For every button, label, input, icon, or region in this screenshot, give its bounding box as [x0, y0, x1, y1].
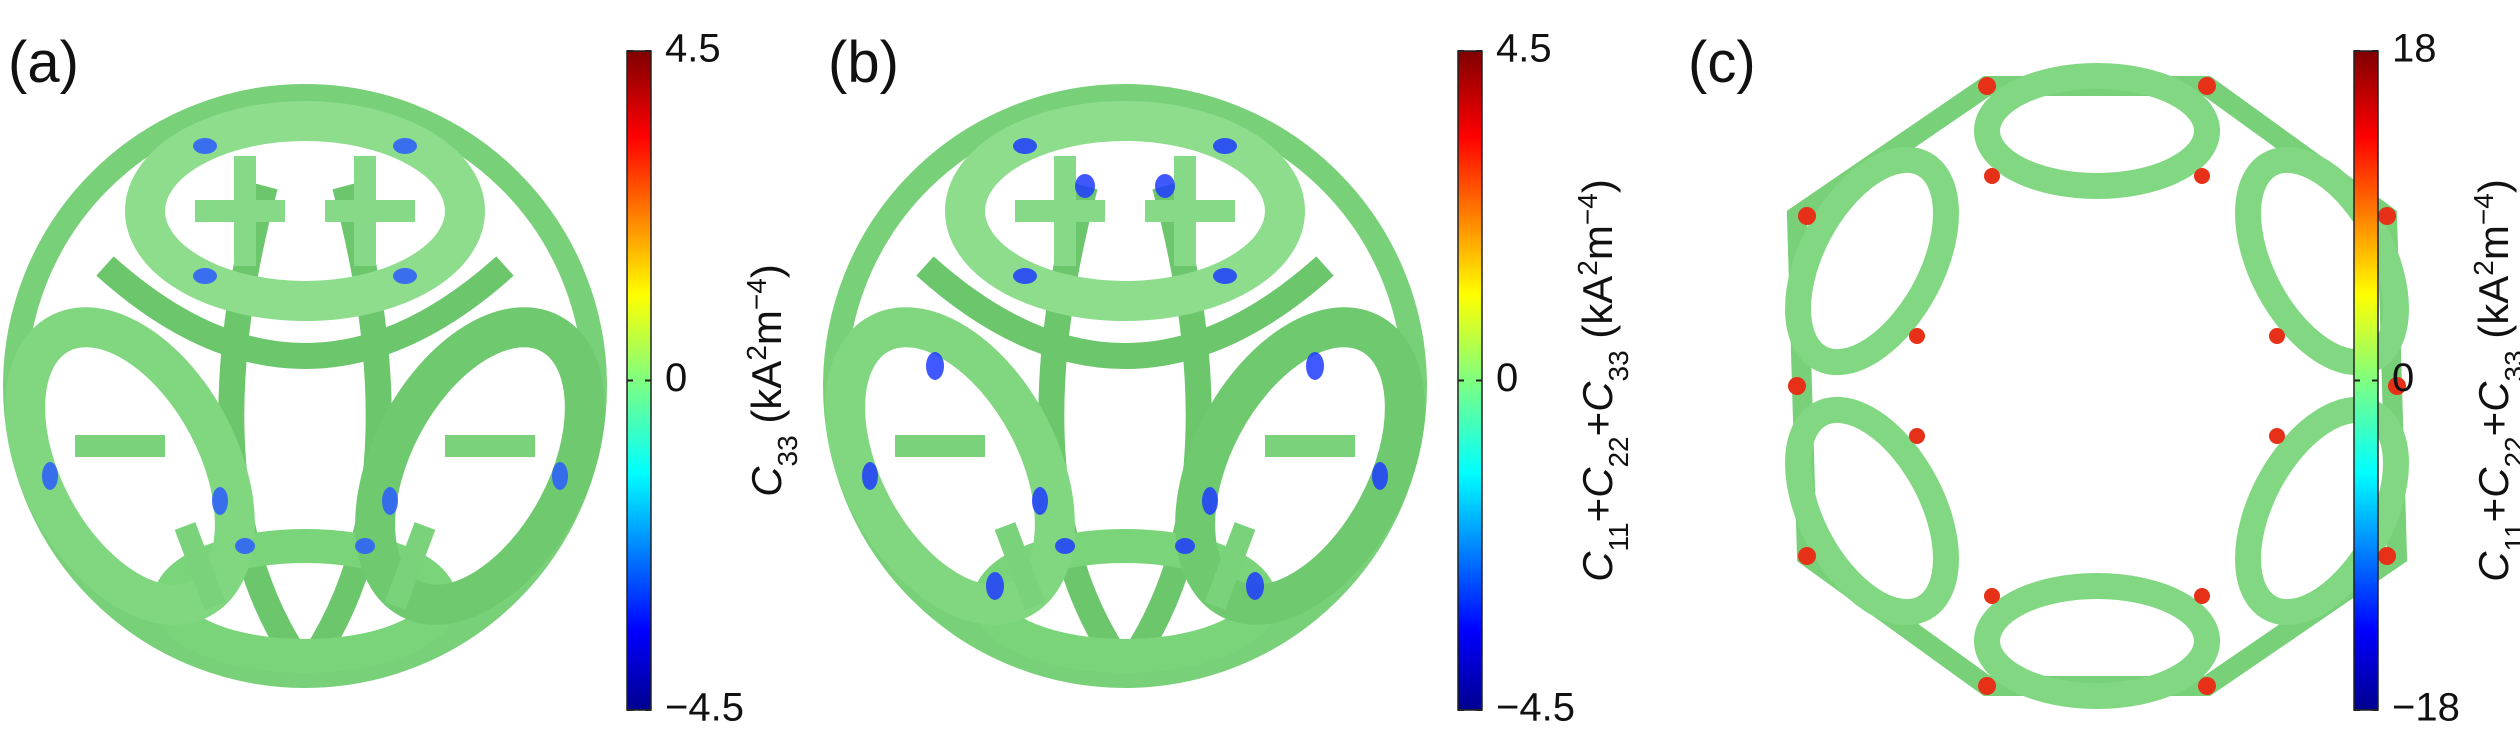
colorbar-title-part: 33: [772, 435, 803, 466]
colorbar-title: C33 (kA2m−4): [741, 264, 803, 497]
colorbar-tick-label: 0: [665, 356, 687, 400]
colorbar-title-part: ): [2470, 179, 2517, 193]
colorbar-title-part: m: [2470, 225, 2517, 260]
colorbar-title-part: −4: [741, 278, 772, 310]
colorbar-title-part: 33: [1603, 350, 1634, 381]
panel-label: (c): [1688, 30, 1756, 95]
colorbar-title-part: ): [743, 264, 790, 278]
colorbar-title-part: 2: [741, 345, 772, 361]
colorbar-title-part: 2: [2468, 260, 2499, 276]
structure-render: [1785, 63, 2409, 709]
colorbar-title-part: +: [1574, 498, 1621, 523]
colorbar-tick-label: 18: [2392, 27, 2437, 71]
colorbar-title-part: C: [1574, 381, 1621, 412]
colorbar-title-part: C: [2470, 381, 2517, 412]
structure-render: [802, 96, 1448, 676]
colorbar-title-part: −4: [1572, 193, 1603, 225]
colorbar-title-part: m: [1574, 225, 1621, 260]
colorbar-title-part: 2: [1572, 260, 1603, 276]
colorbar-tick-label: 0: [2392, 356, 2414, 400]
colorbar-tick-label: 4.5: [1496, 27, 1552, 71]
colorbar-title-part: 22: [2499, 436, 2520, 467]
panel-label: (b): [828, 30, 899, 95]
colorbar-tick-label: −18: [2392, 686, 2460, 730]
colorbar-tick-label: −4.5: [1496, 686, 1575, 730]
panel-label: (a): [8, 30, 79, 95]
colorbar-title-part: C: [2470, 551, 2517, 582]
colorbar-tick-label: −4.5: [665, 686, 744, 730]
colorbar-title-part: −4: [2468, 193, 2499, 225]
colorbar-title-part: +: [2470, 412, 2517, 437]
colorbar-title-part: (kA: [2470, 276, 2517, 351]
colorbar-title-part: 11: [1603, 522, 1634, 551]
colorbar-tick-label: 4.5: [665, 27, 721, 71]
colorbar-title-part: 11: [2499, 522, 2520, 551]
colorbar-tick-label: 0: [1496, 356, 1518, 400]
colorbar-title-part: m: [743, 310, 790, 345]
colorbar-title-part: 22: [1603, 436, 1634, 467]
colorbar-title-part: C: [2470, 467, 2517, 498]
colorbar-title: C11+C22+C33 (kA2m−4): [2468, 179, 2520, 582]
colorbar-title-part: +: [1574, 412, 1621, 437]
structure-render: [0, 96, 628, 676]
colorbar-title: C11+C22+C33 (kA2m−4): [1572, 179, 1634, 582]
colorbar-title-part: (kA: [1574, 276, 1621, 351]
colorbar-title-part: C: [743, 466, 790, 497]
colorbar-title-part: C: [1574, 467, 1621, 498]
colorbar-title-part: +: [2470, 498, 2517, 523]
colorbar-title-part: 33: [2499, 350, 2520, 381]
colorbar-title-part: (kA: [743, 361, 790, 436]
colorbar-title-part: C: [1574, 551, 1621, 582]
colorbar-title-part: ): [1574, 179, 1621, 193]
